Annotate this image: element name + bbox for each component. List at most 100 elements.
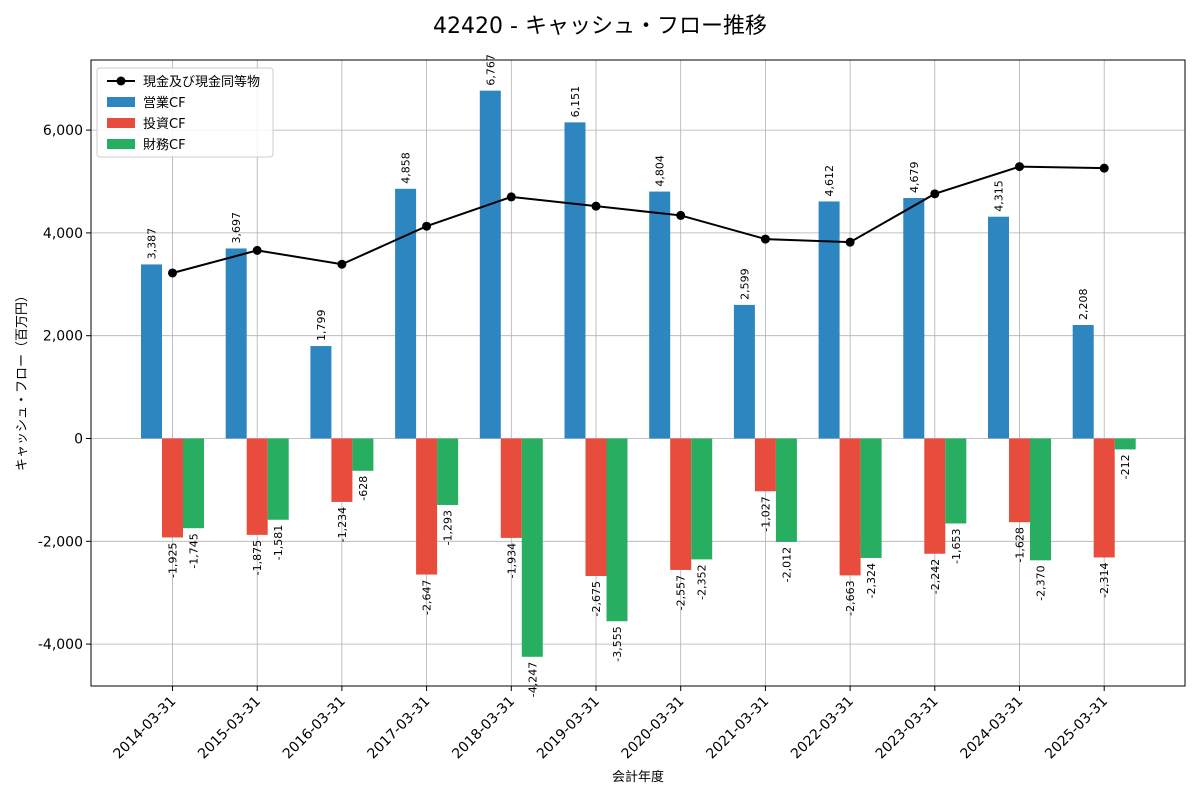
investing-cf-label: -1,628 [1014, 527, 1027, 562]
legend-cash-line-marker [116, 76, 126, 86]
financing-cf-bar [775, 438, 797, 542]
financing-cf-bar [352, 438, 374, 471]
y-axis-label: キャッシュ・フロー（百万円） [15, 289, 30, 471]
x-tick-label: 2017-03-31 [365, 694, 434, 763]
investing-cf-bar [246, 438, 268, 535]
financing-cf-label: -1,293 [442, 510, 455, 545]
x-tick-label: 2024-03-31 [957, 694, 1026, 763]
operating-cf-bar [141, 264, 162, 439]
cash-line-marker [1015, 162, 1024, 172]
operating-cf-bar [310, 346, 332, 439]
cash-line [168, 162, 1109, 278]
investing-cf-label: -2,314 [1098, 562, 1111, 597]
investing-cf-bar [162, 438, 183, 538]
cash-line-marker [252, 245, 262, 255]
financing-cf-bar [183, 438, 204, 529]
operating-cf-bar [564, 122, 586, 439]
legend-investing-cf-swatch [107, 118, 135, 128]
chart-title: 42420 - キャッシュ・フロー推移 [433, 14, 767, 39]
financing-cf-bar [267, 438, 289, 520]
investing-cf-label: -2,663 [844, 580, 857, 615]
cash-line-marker [422, 221, 432, 231]
x-tick-label: 2014-03-31 [110, 694, 179, 763]
financing-cf-bar [691, 438, 713, 560]
plot-frame [90, 59, 1186, 687]
investing-cf-label: -2,675 [590, 581, 603, 616]
financing-cf-label: -4,247 [526, 662, 539, 697]
cash-line-marker [168, 268, 177, 278]
legend-operating-cf-swatch [107, 97, 135, 107]
x-tick-label: 2020-03-31 [619, 694, 688, 763]
investing-cf-label: -2,557 [675, 575, 688, 610]
financing-cf-bar [521, 438, 543, 657]
operating-cf-label: 3,387 [146, 228, 159, 260]
investing-cf-bar [924, 438, 946, 554]
investing-cf-bar [500, 438, 522, 538]
y-axis-ticks: -4,000 -2,000 0 2,000 4,000 6,000 [38, 123, 91, 653]
cash-line-marker [591, 201, 601, 211]
cash-line-marker [760, 234, 770, 244]
x-tick-label: 2023-03-31 [873, 694, 942, 763]
operating-cf-label: 1,799 [315, 310, 328, 342]
legend-operating-cf-label: 営業CF [143, 95, 186, 111]
financing-cf-label: -3,555 [611, 626, 624, 661]
operating-cf-bar [479, 90, 501, 439]
operating-cf-bar [225, 248, 247, 439]
cash-line-marker [337, 259, 347, 269]
investing-cf-label: -1,027 [759, 496, 772, 531]
operating-cf-label: 4,858 [400, 152, 413, 184]
financing-cf-bar [945, 438, 967, 524]
investing-cf-label: -1,234 [336, 507, 349, 542]
operating-cf-bar [988, 216, 1009, 439]
data-labels: 3,387 3,697 1,799 4,858 6,767 6,151 4,804 2,599… [146, 54, 1133, 697]
x-tick-label: 2016-03-31 [280, 694, 349, 763]
x-tick-label: 2015-03-31 [195, 694, 264, 763]
investing-cf-label: -2,242 [929, 559, 942, 594]
cash-line-marker [930, 189, 940, 199]
financing-cf-label: -1,653 [950, 528, 963, 563]
operating-cf-label: 4,612 [823, 165, 836, 197]
operating-cf-label: 6,151 [569, 86, 582, 118]
operating-cf-bar [395, 188, 417, 439]
financing-cf-bar [437, 438, 459, 505]
operating-cf-bar [733, 304, 755, 439]
bars [141, 90, 1136, 657]
investing-cf-label: -1,934 [505, 543, 518, 578]
financing-cf-bar [860, 438, 882, 558]
x-tick-label: 2025-03-31 [1042, 694, 1111, 763]
y-tick-label: 6,000 [43, 123, 83, 139]
cash-line-marker [676, 210, 686, 220]
cash-line-marker [1099, 163, 1109, 173]
financing-cf-bar [1114, 438, 1136, 450]
cash-line-marker [845, 237, 855, 247]
operating-cf-label: 2,208 [1077, 289, 1090, 321]
financing-cf-label: -628 [357, 476, 370, 501]
investing-cf-label: -1,925 [167, 542, 180, 577]
y-tick-label: -2,000 [38, 534, 83, 550]
legend-financing-cf-label: 財務CF [143, 138, 186, 153]
investing-cf-bar [585, 438, 607, 576]
investing-cf-bar [416, 438, 438, 575]
cash-line-path [172, 165, 1105, 274]
investing-cf-label: -2,647 [421, 580, 434, 615]
x-tick-label: 2021-03-31 [703, 694, 772, 763]
y-tick-label: 2,000 [43, 329, 83, 345]
cash-line-marker [506, 192, 516, 202]
financing-cf-label: -2,012 [780, 547, 793, 582]
legend-financing-cf-swatch [107, 139, 135, 149]
x-axis-label: 会計年度 [612, 769, 664, 785]
investing-cf-bar [1093, 438, 1115, 558]
investing-cf-bar [839, 438, 861, 576]
operating-cf-bar [649, 191, 671, 439]
x-tick-label: 2018-03-31 [449, 694, 518, 763]
operating-cf-label: 3,697 [230, 212, 243, 244]
financing-cf-label: -2,352 [696, 564, 709, 599]
operating-cf-label: 6,767 [484, 54, 497, 86]
operating-cf-label: 4,804 [654, 155, 667, 187]
financing-cf-label: -2,324 [865, 563, 878, 598]
legend-cash-line-label: 現金及び現金同等物 [143, 74, 260, 90]
financing-cf-bar [1030, 438, 1051, 561]
financing-cf-label: -1,745 [188, 533, 201, 568]
operating-cf-label: 4,315 [993, 180, 1006, 212]
